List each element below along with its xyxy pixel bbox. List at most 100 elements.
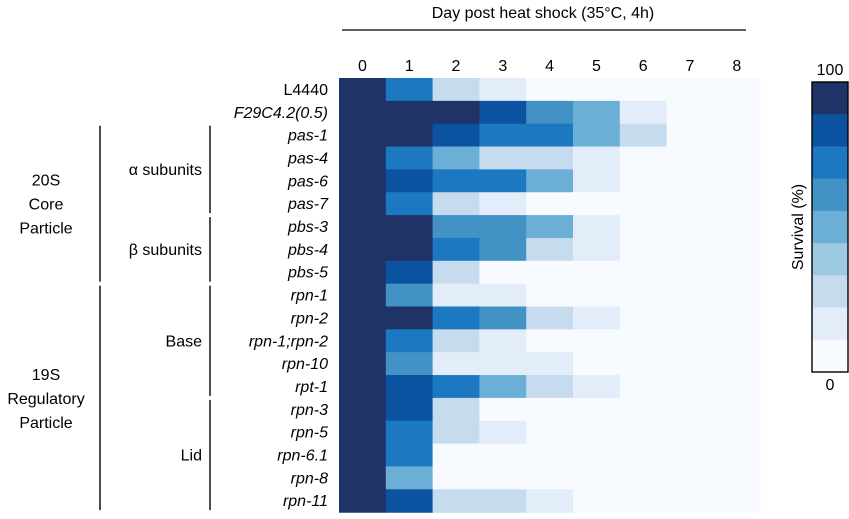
heatmap-cell: [432, 169, 480, 193]
heatmap-cell: [573, 306, 621, 330]
heatmap-cell: [619, 329, 668, 353]
heatmap-cell: [479, 397, 527, 422]
heatmap-cell: [385, 489, 434, 513]
heatmap-cell: [385, 237, 434, 262]
row-label: pbs-5: [287, 265, 328, 282]
colorbar-segment: [812, 275, 848, 308]
heatmap-cell: [339, 352, 387, 376]
colorbar-segment: [812, 210, 848, 244]
row-label: F29C4.2(0.5): [234, 105, 328, 122]
heatmap-cell: [432, 397, 480, 422]
heatmap-cell: [713, 443, 761, 468]
heatmap-cell: [573, 260, 621, 285]
heatmap-cell: [666, 397, 714, 422]
row-labels: L4440 F29C4.2(0.5) pas-1 pas-4 pas-6 pas-7 pbs…: [234, 82, 329, 510]
heatmap-cell: [713, 100, 761, 125]
x-tick-label: 7: [686, 58, 695, 75]
group-label: Particle: [19, 221, 72, 238]
heatmap-cell: [339, 397, 387, 422]
heatmap-cell: [339, 443, 387, 468]
heatmap-cell: [619, 78, 668, 102]
heatmap-cell: [432, 123, 480, 148]
x-tick-label: 6: [639, 58, 648, 75]
heatmap-cell: [526, 466, 574, 490]
heatmap-cell: [573, 123, 621, 148]
heatmap-cell: [619, 192, 668, 216]
heatmap-cell: [619, 466, 668, 490]
heatmap-cell: [713, 260, 761, 285]
heatmap-cell: [666, 169, 714, 193]
heatmap-cell: [339, 215, 387, 239]
heatmap-cell: [339, 123, 387, 148]
heatmap-cell: [385, 306, 434, 330]
subgroup-label: β subunits: [129, 242, 202, 259]
colorbar-segment: [812, 339, 848, 373]
heatmap-cell: [526, 146, 574, 170]
heatmap-cell: [526, 100, 574, 125]
colorbar-min-label: 0: [826, 377, 835, 394]
heatmap-cell: [666, 329, 714, 353]
heatmap-cell: [666, 123, 714, 148]
heatmap-cell: [666, 237, 714, 262]
heatmap-cell: [526, 237, 574, 262]
heatmap-cell: [619, 237, 668, 262]
heatmap-cell: [573, 78, 621, 102]
colorbar-title: Survival (%): [790, 184, 807, 270]
heatmap-cell: [385, 215, 434, 239]
heatmap-cell: [713, 123, 761, 148]
heatmap-cell: [385, 352, 434, 376]
group-brackets: 20S Core Particle 19S Regulatory Particle α su…: [7, 125, 211, 511]
heatmap-cell: [432, 375, 480, 399]
heatmap-cell: [526, 375, 574, 399]
heatmap-cell: [666, 443, 714, 468]
x-tick-label: 1: [405, 58, 414, 75]
row-label: L4440: [284, 82, 329, 99]
heatmap-cell: [619, 306, 668, 330]
heatmap-cell: [385, 443, 434, 468]
heatmap-cell: [339, 260, 387, 285]
heatmap-cell: [526, 397, 574, 422]
heatmap-cell: [573, 420, 621, 445]
heatmap-cell: [713, 420, 761, 445]
heatmap-cell: [432, 146, 480, 170]
heatmap-cell: [385, 466, 434, 490]
heatmap-cell: [385, 375, 434, 399]
heatmap-cell: [619, 260, 668, 285]
heatmap-cell: [666, 100, 714, 125]
heatmap-cell: [619, 146, 668, 170]
x-tick-label: 8: [732, 58, 741, 75]
colorbar-border: [811, 81, 849, 373]
heatmap-cell: [385, 78, 434, 102]
subgroup-label: Base: [166, 333, 203, 350]
group-label: Core: [29, 197, 64, 214]
heatmap-cell: [666, 146, 714, 170]
row-label: pbs-3: [287, 219, 328, 236]
heatmap-cell: [573, 489, 621, 513]
heatmap-cell: [619, 215, 668, 239]
heatmap-cell: [666, 352, 714, 376]
heatmap-cell: [385, 420, 434, 445]
heatmap-cell: [385, 100, 434, 125]
heatmap-cell: [666, 215, 714, 239]
heatmap-cells: [339, 78, 761, 513]
heatmap-cell: [432, 100, 480, 125]
heatmap-cell: [713, 146, 761, 170]
heatmap-cell: [713, 78, 761, 102]
heatmap-cell: [432, 192, 480, 216]
row-label: rpn-10: [282, 356, 328, 373]
heatmap-cell: [526, 352, 574, 376]
heatmap-cell: [619, 375, 668, 399]
row-label: rpn-1: [291, 288, 328, 305]
heatmap-cell: [385, 169, 434, 193]
heatmap-cell: [573, 169, 621, 193]
heatmap-cell: [666, 283, 714, 308]
heatmap-cell: [385, 397, 434, 422]
heatmap-cell: [619, 123, 668, 148]
heatmap-cell: [479, 352, 527, 376]
heatmap-cell: [479, 329, 527, 353]
heatmap-cell: [666, 260, 714, 285]
heatmap-cell: [526, 420, 574, 445]
heatmap-cell: [479, 443, 527, 468]
heatmap-cell: [573, 375, 621, 399]
heatmap-cell: [619, 443, 668, 468]
